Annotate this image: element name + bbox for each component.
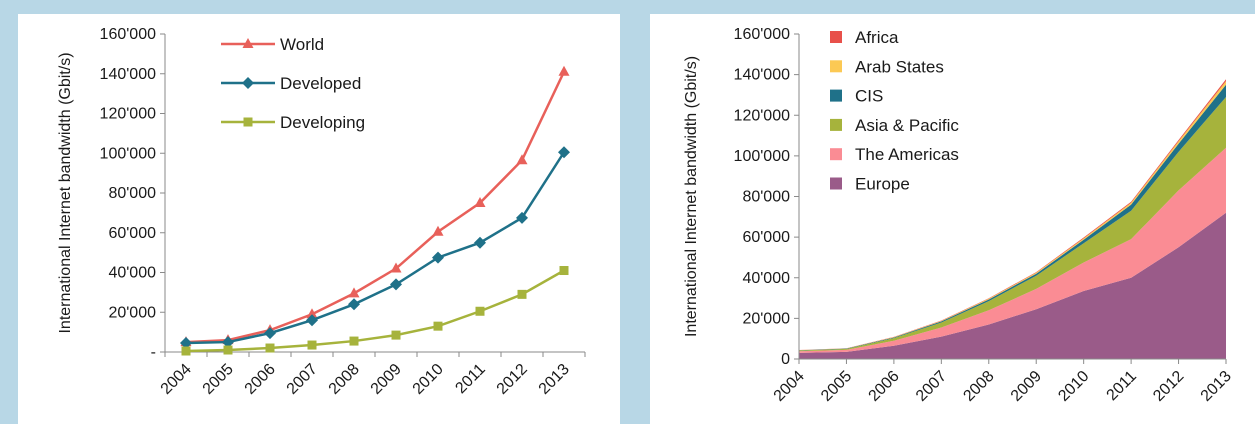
legend-swatch [830, 31, 842, 43]
legend-label: CIS [855, 87, 883, 106]
area-europe [799, 212, 1226, 359]
legend-swatch [830, 60, 842, 73]
series-line-developing [185, 269, 565, 353]
data-point [390, 278, 402, 291]
data-point [517, 289, 527, 299]
left-chart-panel: - 20'000 40'000 60'000 80'000 100'000 120'000 1… [18, 14, 620, 424]
x-tick-label: 2008 [960, 368, 997, 405]
area-asia-pacific [799, 96, 1226, 352]
x-tick-label: 2012 [1150, 368, 1187, 405]
x-tick-label: 2012 [494, 361, 531, 398]
y-tick-label: 60'000 [742, 229, 790, 246]
legend-label: Arab States [855, 57, 944, 76]
x-tick-label: 2007 [284, 361, 321, 398]
data-point [348, 287, 360, 298]
y-tick-label: 20'000 [108, 304, 156, 321]
data-point [558, 65, 570, 76]
data-point [432, 225, 444, 236]
y-tick-label: 40'000 [742, 270, 790, 287]
legend-swatch [830, 118, 842, 131]
y-tick-label: 0 [781, 351, 790, 368]
legend-swatch [830, 148, 842, 161]
y-tick-label: 60'000 [108, 225, 156, 242]
area-the-americas [799, 147, 1226, 353]
data-point [223, 345, 233, 355]
y-tick-label: 80'000 [742, 189, 790, 206]
data-point [306, 314, 318, 327]
x-tick-label: 2005 [200, 361, 237, 398]
y-tick-label: 160'000 [734, 26, 791, 43]
x-tick-label: 2008 [326, 361, 363, 398]
line-chart: - 20'000 40'000 60'000 80'000 100'000 120'000 1… [57, 26, 586, 398]
data-point [559, 266, 569, 276]
data-point [391, 330, 401, 340]
data-point [181, 346, 191, 356]
legend-label: Developed [280, 74, 361, 93]
y-tick-label: 120'000 [734, 107, 791, 124]
data-point [432, 251, 444, 264]
data-point [306, 308, 318, 319]
right-chart-panel: 0 20'000 40'000 60'000 80'000 100'000 120'000 1… [650, 14, 1255, 424]
data-point [265, 343, 275, 353]
y-axis-label: International Internet bandwidth (Gbit/s… [683, 56, 700, 337]
legend-swatch [830, 177, 842, 190]
data-point [390, 262, 402, 273]
data-point [242, 38, 254, 48]
data-point [243, 117, 253, 127]
stacked-area-chart: 0 20'000 40'000 60'000 80'000 100'000 120'000 1… [683, 26, 1235, 405]
data-point [180, 337, 192, 350]
x-tick-label: 2005 [818, 368, 855, 405]
data-point [222, 336, 234, 349]
data-point [474, 236, 486, 249]
y-tick-label: 140'000 [100, 66, 157, 83]
x-tick-label: 2006 [866, 368, 903, 405]
x-tick-label: 2006 [242, 361, 279, 398]
x-tick-label: 2007 [913, 368, 950, 405]
data-point [475, 306, 485, 316]
y-tick-label: - [151, 344, 156, 361]
x-tick-label: 2011 [1104, 368, 1140, 404]
series-line-developed [185, 151, 566, 345]
x-tick-label: 2011 [452, 361, 488, 397]
y-tick-label: 160'000 [100, 26, 157, 43]
legend-label: World [280, 35, 324, 54]
y-tick-label: 20'000 [742, 310, 790, 327]
data-point [242, 77, 254, 89]
legend-swatch [830, 89, 842, 102]
data-point [516, 211, 528, 224]
legend-label: The Americas [855, 145, 959, 164]
data-point [558, 146, 570, 159]
data-point [433, 321, 443, 331]
x-tick-label: 2010 [1055, 368, 1092, 405]
y-tick-label: 120'000 [100, 106, 157, 123]
y-tick-label: 100'000 [734, 148, 791, 165]
data-point [264, 327, 276, 340]
legend-label: Developing [280, 113, 365, 132]
x-tick-label: 2013 [1198, 368, 1235, 405]
series-line-world [185, 71, 566, 344]
x-tick-label: 2009 [1008, 368, 1045, 405]
legend-label: Europe [855, 175, 910, 194]
x-tick-label: 2004 [158, 361, 195, 398]
x-tick-label: 2009 [368, 361, 405, 398]
y-tick-label: 40'000 [108, 265, 156, 282]
x-tick-label: 2010 [410, 361, 447, 398]
data-point [516, 154, 528, 165]
x-tick-label: 2004 [771, 368, 808, 405]
y-axis-label: International Internet bandwidth (Gbit/s… [57, 52, 74, 333]
x-tick-label: 2013 [536, 361, 573, 398]
legend-label: Africa [855, 28, 899, 47]
y-tick-label: 100'000 [100, 145, 157, 162]
y-tick-label: 140'000 [734, 67, 791, 84]
data-point [349, 336, 359, 346]
data-point [474, 196, 486, 207]
data-point [348, 298, 360, 311]
data-point [307, 340, 317, 350]
y-tick-label: 80'000 [108, 185, 156, 202]
legend-label: Asia & Pacific [855, 116, 959, 135]
